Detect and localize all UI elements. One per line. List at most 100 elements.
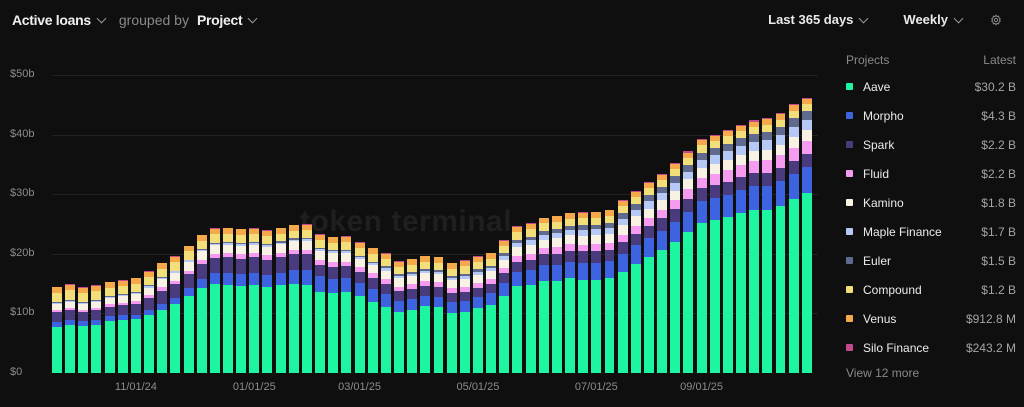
bar[interactable] [551, 215, 562, 373]
bar[interactable] [565, 212, 575, 373]
bar-segment-euler [104, 296, 115, 297]
bar[interactable] [525, 223, 536, 373]
bar[interactable] [749, 120, 760, 373]
bar[interactable] [78, 287, 89, 373]
bar[interactable] [249, 228, 260, 373]
bar[interactable] [328, 236, 339, 373]
legend-item-kamino[interactable]: Kamino $1.8 B [836, 188, 1016, 217]
bar[interactable] [91, 285, 102, 373]
bar-segment-fluid [683, 189, 694, 199]
bar[interactable] [446, 262, 457, 373]
bar-segment-venus [775, 114, 786, 120]
bar[interactable] [486, 252, 497, 373]
chevron-down-icon [953, 13, 964, 23]
bar[interactable] [538, 217, 549, 373]
legend-item-fluid[interactable]: Fluid $2.2 B [836, 159, 1016, 188]
legend-item-silo-finance[interactable]: Silo Finance $243.2 M [836, 333, 1016, 362]
bar[interactable] [341, 235, 352, 373]
bar[interactable] [367, 247, 378, 373]
bar[interactable] [52, 286, 62, 373]
bar[interactable] [670, 162, 681, 373]
bar[interactable] [617, 200, 628, 373]
bar-segment-venus [341, 236, 352, 242]
bar[interactable] [683, 151, 694, 373]
bar[interactable] [775, 113, 786, 373]
bar-segment-aave [486, 305, 497, 373]
bar[interactable] [722, 129, 733, 373]
bar[interactable] [209, 228, 220, 373]
bar[interactable] [420, 255, 431, 373]
bar[interactable] [788, 104, 799, 373]
bar[interactable] [801, 97, 812, 373]
bar[interactable] [630, 191, 641, 373]
bar-segment-euler [78, 302, 89, 303]
bar[interactable] [433, 256, 444, 373]
bar[interactable] [380, 253, 391, 373]
bar[interactable] [407, 258, 418, 373]
bar[interactable] [170, 256, 181, 373]
bar[interactable] [643, 182, 654, 373]
legend-header: Projects Latest [836, 48, 1016, 72]
bar[interactable] [236, 228, 247, 373]
bar[interactable] [459, 260, 470, 373]
bar[interactable] [144, 271, 155, 373]
x-tick-label: 09/01/25 [680, 381, 723, 393]
bar[interactable] [196, 234, 207, 373]
bar-segment-aave [762, 209, 773, 373]
chevron-down-icon[interactable] [96, 13, 107, 24]
bar[interactable] [472, 256, 483, 373]
bar-segment-maple [288, 239, 299, 242]
bar-segment-fluid [328, 262, 339, 267]
chevron-down-icon[interactable] [247, 13, 258, 24]
bar[interactable] [736, 124, 747, 373]
bar-segment-maple [578, 230, 589, 236]
bar[interactable] [262, 230, 273, 373]
bar-segment-aave [91, 324, 102, 373]
bar[interactable] [512, 226, 523, 373]
bar[interactable] [157, 262, 168, 373]
legend-item-aave[interactable]: Aave $30.2 B [836, 72, 1016, 101]
bar[interactable] [696, 138, 707, 373]
bar[interactable] [604, 209, 615, 373]
bar[interactable] [499, 240, 510, 373]
bar[interactable] [315, 234, 326, 373]
legend-item-venus[interactable]: Venus $912.8 M [836, 304, 1016, 333]
bar[interactable] [104, 281, 115, 373]
bar[interactable] [183, 245, 194, 373]
bar[interactable] [65, 284, 76, 373]
bar-segment-fluid [420, 281, 431, 286]
bar-segment-aave [749, 210, 760, 373]
group-dropdown[interactable]: Project [196, 12, 243, 28]
view-more-link[interactable]: View 12 more [846, 366, 920, 380]
bar[interactable] [354, 241, 365, 373]
bar-segment-fluid [249, 253, 260, 258]
legend-item-spark[interactable]: Spark $2.2 B [836, 130, 1016, 159]
time-range-dropdown[interactable]: Last 365 days [768, 12, 873, 27]
bar-segment-spark [486, 284, 497, 294]
bar-segment-kamino [380, 270, 391, 279]
bar[interactable] [288, 224, 299, 373]
bar[interactable] [301, 224, 312, 373]
bar[interactable] [709, 134, 720, 373]
bar[interactable] [130, 277, 141, 373]
legend-item-compound[interactable]: Compound $1.2 B [836, 275, 1016, 304]
bar-segment-silo [525, 223, 536, 225]
legend-item-morpho[interactable]: Morpho $4.3 B [836, 101, 1016, 130]
bar-segment-spark [433, 287, 444, 297]
bar[interactable] [591, 211, 602, 373]
bar-segment-morpho [315, 276, 326, 292]
bar-segment-euler [446, 275, 457, 278]
legend-item-maple-finance[interactable]: Maple Finance $1.7 B [836, 217, 1016, 246]
bar-segment-maple [736, 145, 747, 155]
gear-icon[interactable] [990, 13, 1002, 26]
metric-dropdown[interactable]: Active loans [12, 12, 91, 28]
bar[interactable] [275, 227, 286, 373]
interval-dropdown[interactable]: Weekly [903, 12, 968, 27]
bar[interactable] [394, 261, 404, 373]
bar[interactable] [762, 117, 773, 373]
bar[interactable] [223, 227, 233, 373]
bar[interactable] [578, 212, 589, 373]
bar[interactable] [117, 280, 128, 373]
bar[interactable] [657, 174, 668, 373]
legend-item-euler[interactable]: Euler $1.5 B [836, 246, 1016, 275]
